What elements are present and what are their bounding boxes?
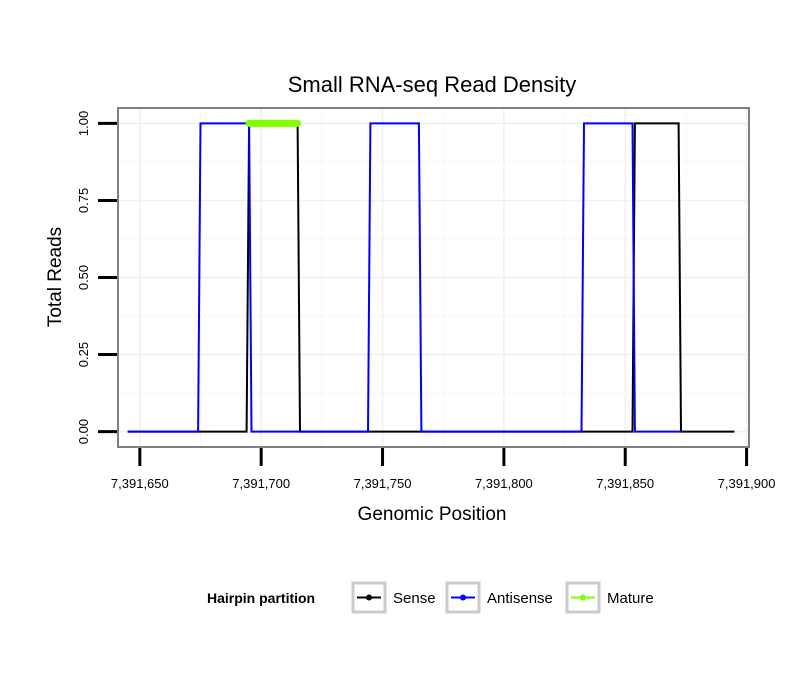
legend-point-sense xyxy=(366,594,372,601)
legend-item-antisense: Antisense xyxy=(445,581,553,614)
plot-border xyxy=(117,107,750,448)
x-tick-label: 7,391,900 xyxy=(718,476,776,491)
x-tick-label: 7,391,850 xyxy=(596,476,654,491)
plot-panel xyxy=(117,107,750,448)
y-tick-label: 0.75 xyxy=(76,188,91,213)
y-tick-label: 0.50 xyxy=(76,265,91,290)
legend-point-antisense xyxy=(460,594,466,601)
chart-title: Small RNA-seq Read Density xyxy=(288,72,577,97)
legend-label-mature: Mature xyxy=(607,590,654,607)
y-tick-label: 1.00 xyxy=(76,111,91,136)
x-tick-label: 7,391,650 xyxy=(111,476,169,491)
x-axis: 7,391,650 7,391,700 7,391,750 7,391,800 7,39… xyxy=(111,448,776,491)
series-layer xyxy=(127,119,735,433)
legend-label-antisense: Antisense xyxy=(487,590,553,607)
x-tick-label: 7,391,800 xyxy=(475,476,533,491)
series-line-antisense xyxy=(127,122,681,433)
x-tick-label: 7,391,700 xyxy=(232,476,290,491)
x-tick-label: 7,391,750 xyxy=(354,476,412,491)
x-axis-title: Genomic Position xyxy=(358,504,507,525)
legend-title: Hairpin partition xyxy=(207,590,315,606)
y-tick-label: 0.25 xyxy=(76,342,91,367)
legend-point-mature xyxy=(580,594,586,601)
legend-item-mature: Mature xyxy=(565,581,654,614)
legend-item-sense: Sense xyxy=(351,581,436,614)
y-tick-label: 0.00 xyxy=(76,419,91,444)
y-axis-title: Total Reads xyxy=(45,227,66,327)
legend-label-sense: Sense xyxy=(393,590,436,607)
legend: Hairpin partition Sense Antisense Mature xyxy=(207,581,654,614)
y-axis: 0.00 0.25 0.50 0.75 1.00 xyxy=(76,111,117,444)
